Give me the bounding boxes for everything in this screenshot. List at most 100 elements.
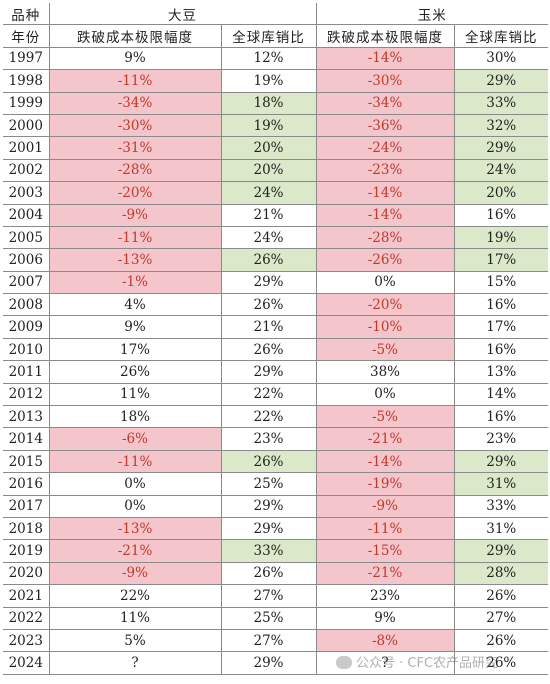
cell-value: -34% [117, 95, 153, 112]
cell-value: -11% [117, 72, 153, 89]
soy-ratio-cell: 18% [220, 92, 316, 115]
cell-value: 24% [253, 229, 284, 246]
soy-drop-cell: -1% [48, 271, 221, 295]
table-row: 2015 -11% 26% -14% 29% [3, 450, 548, 474]
cell-value: 16% [486, 207, 517, 224]
soy-drop-cell: 5% [48, 629, 221, 653]
soy-drop-cell: ? [48, 651, 221, 675]
cell-value: -21% [117, 543, 153, 560]
cell-value: 17% [119, 341, 150, 358]
cell-value: -5% [372, 408, 398, 425]
cell-value: 29% [253, 363, 284, 380]
soy-drop-cell: 0% [48, 495, 221, 518]
soy-ratio-cell: 29% [220, 651, 316, 675]
cell-value: 17% [486, 251, 517, 268]
cell-value: 26% [486, 655, 517, 672]
corn-drop-cell: -11% [315, 517, 454, 541]
corn-drop-cell: -30% [315, 69, 454, 93]
cell-value: 12% [253, 50, 284, 67]
corn-drop-cell: -23% [315, 159, 454, 183]
corn-header: 玉米 [315, 3, 548, 26]
cell-value: 33% [486, 498, 517, 515]
cell-value: 29% [486, 543, 517, 560]
year-cell: 2009 [3, 315, 49, 339]
soy-ratio-cell: 20% [220, 136, 316, 160]
cell-value: 26% [253, 341, 284, 358]
cell-value: -13% [117, 520, 153, 537]
cell-value: -14% [367, 184, 403, 201]
corn-ratio-cell: 29% [453, 539, 548, 563]
year-cell: 2016 [3, 472, 49, 496]
soy-ratio-cell: 27% [220, 629, 316, 653]
soy-ratio-cell: 26% [220, 338, 316, 362]
cell-value: -28% [117, 162, 153, 179]
year-label: 年份 [3, 24, 49, 48]
year-cell: 2012 [3, 383, 49, 407]
corn-ratio-cell: 29% [453, 136, 548, 160]
cell-value: 26% [253, 296, 284, 313]
soy-drop-cell: 17% [48, 338, 221, 362]
cell-value: 29% [253, 274, 284, 291]
table-row: 2018 -13% 29% -11% 31% [3, 517, 548, 541]
cell-value: ? [381, 655, 389, 672]
year-cell: 2022 [3, 607, 49, 630]
corn-drop-cell: -5% [315, 338, 454, 362]
cell-value: -13% [117, 251, 153, 268]
header-row-columns: 年份 跌破成本极限幅度 全球库销比 跌破成本极限幅度 全球库销比 [3, 24, 548, 48]
soy-drop-cell: -34% [48, 92, 221, 115]
cell-value: 19% [486, 229, 517, 246]
soy-drop-cell: -21% [48, 539, 221, 563]
soy-ratio-cell: 24% [220, 181, 316, 205]
cell-value: -21% [367, 565, 403, 582]
soy-drop-cell: -28% [48, 159, 221, 183]
corn-ratio-cell: 14% [453, 383, 548, 407]
soy-ratio-cell: 29% [220, 517, 316, 541]
table-row: 2006 -13% 26% -26% 17% [3, 248, 548, 272]
year-cell: 2003 [3, 181, 49, 205]
cell-value: 15% [486, 274, 517, 291]
soy-drop-cell: 4% [48, 293, 221, 317]
year-cell: 2002 [3, 159, 49, 183]
corn-drop-header: 跌破成本极限幅度 [315, 24, 454, 48]
corn-ratio-cell: 16% [453, 204, 548, 227]
year-cell: 2005 [3, 226, 49, 250]
year-cell: 2023 [3, 629, 49, 653]
cell-value: 26% [119, 363, 150, 380]
table-body: 1997 9% 12% -14% 30% 1998 -11% 19% -30% 29% 1999 -3… [3, 47, 548, 675]
corn-drop-cell: -28% [315, 226, 454, 250]
cell-value: 23% [486, 431, 517, 448]
year-cell: 2006 [3, 248, 49, 272]
year-cell: 1998 [3, 69, 49, 93]
year-cell: 2000 [3, 114, 49, 138]
cell-value: 26% [253, 251, 284, 268]
table-row: 2004 -9% 21% -14% 16% [3, 204, 548, 227]
table-row: 2001 -31% 20% -24% 29% [3, 136, 548, 160]
cell-value: 17% [486, 319, 517, 336]
table-row: 2005 -11% 24% -28% 19% [3, 226, 548, 250]
cell-value: 16% [486, 341, 517, 358]
table-row: 2000 -30% 19% -36% 32% [3, 114, 548, 138]
cell-value: 29% [253, 520, 284, 537]
corn-ratio-cell: 20% [453, 181, 548, 205]
corn-ratio-cell: 16% [453, 293, 548, 317]
cell-value: 18% [119, 408, 150, 425]
cell-value: 22% [253, 386, 284, 403]
corn-ratio-header: 全球库销比 [453, 24, 548, 48]
soy-ratio-cell: 12% [220, 47, 316, 71]
cell-value: 5% [124, 632, 146, 649]
corn-ratio-cell: 29% [453, 450, 548, 474]
table-row: 2024? 29%? 26% [3, 651, 548, 675]
table-row: 2023 5% 27% -8% 26% [3, 629, 548, 653]
soy-drop-cell: -11% [48, 450, 221, 474]
corn-drop-cell: -21% [315, 562, 454, 586]
corn-ratio-cell: 27% [453, 607, 548, 630]
year-cell: 2004 [3, 204, 49, 227]
year-cell: 2011 [3, 360, 49, 384]
corn-drop-cell: -36% [315, 114, 454, 138]
corn-ratio-cell: 31% [453, 517, 548, 541]
corn-ratio-cell: 16% [453, 405, 548, 429]
year-cell: 2013 [3, 405, 49, 429]
cell-value: 9% [374, 610, 396, 627]
soy-drop-cell: 18% [48, 405, 221, 429]
corn-ratio-cell: 31% [453, 472, 548, 496]
